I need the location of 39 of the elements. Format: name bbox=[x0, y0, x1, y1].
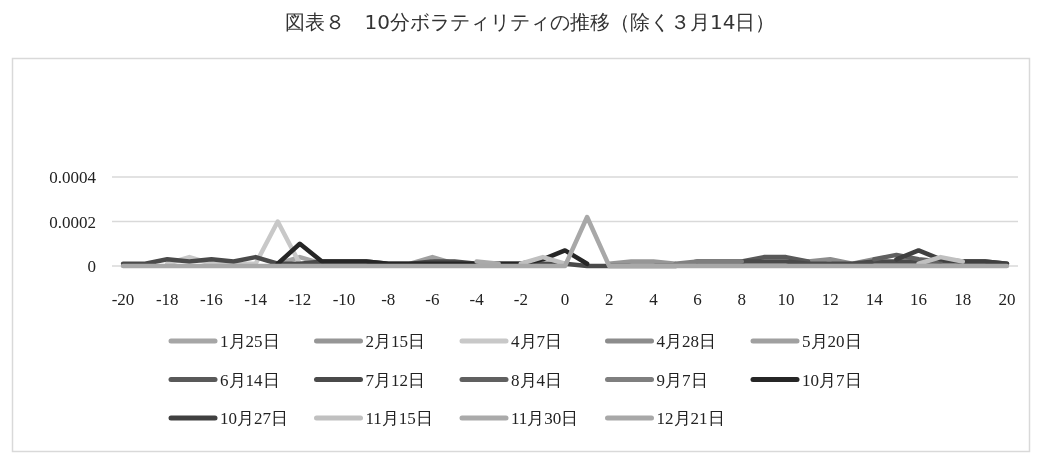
x-tick-label: -18 bbox=[155, 290, 179, 309]
x-tick-label: 4 bbox=[649, 290, 659, 309]
legend-label: 7月12日 bbox=[365, 370, 425, 390]
x-tick-label: -16 bbox=[200, 290, 223, 309]
legend-label: 5月20日 bbox=[802, 332, 862, 351]
x-tick-label: 8 bbox=[737, 290, 747, 309]
x-tick-label: 2 bbox=[604, 290, 614, 309]
x-tick-label: 0 bbox=[560, 290, 570, 309]
x-tick-label: 18 bbox=[954, 290, 972, 309]
legend-label: 12月21日 bbox=[656, 409, 725, 428]
x-tick-label: -6 bbox=[425, 290, 440, 309]
x-tick-label: 6 bbox=[693, 290, 702, 309]
legend-label: 4月7日 bbox=[511, 332, 562, 351]
x-tick-label: 12 bbox=[821, 290, 839, 309]
legend-label: 8月4日 bbox=[511, 370, 562, 390]
x-tick-label: -20 bbox=[111, 290, 135, 309]
x-tick-label: 20 bbox=[998, 290, 1016, 309]
chart-title: 図表８ 10分ボラティリティの推移（除く３月14日） bbox=[284, 10, 776, 34]
legend-label: 10月27日 bbox=[220, 409, 288, 428]
legend-label: 11月30日 bbox=[511, 409, 579, 428]
x-tick-label: -2 bbox=[513, 290, 528, 309]
legend-label: 4月28日 bbox=[656, 332, 716, 351]
x-tick-label: -4 bbox=[469, 290, 485, 309]
x-tick-label: -10 bbox=[332, 290, 356, 309]
legend-label: 2月15日 bbox=[365, 332, 425, 351]
x-tick-label: 16 bbox=[910, 290, 928, 309]
x-tick-label: -14 bbox=[244, 290, 268, 309]
y-tick-label: 0 bbox=[87, 257, 96, 276]
y-tick-label: 0.0002 bbox=[49, 212, 96, 232]
x-tick-label: 10 bbox=[777, 290, 795, 309]
legend-label: 10月7日 bbox=[802, 370, 862, 390]
legend-label: 9月7日 bbox=[656, 370, 708, 390]
legend-label: 6月14日 bbox=[220, 370, 280, 390]
x-tick-label: -8 bbox=[381, 290, 396, 309]
legend-label: 1月25日 bbox=[220, 332, 280, 351]
x-tick-label: -12 bbox=[288, 290, 312, 309]
x-tick-label: 14 bbox=[865, 290, 884, 309]
y-tick-label: 0.0004 bbox=[49, 168, 97, 187]
legend-label: 11月15日 bbox=[365, 409, 433, 428]
